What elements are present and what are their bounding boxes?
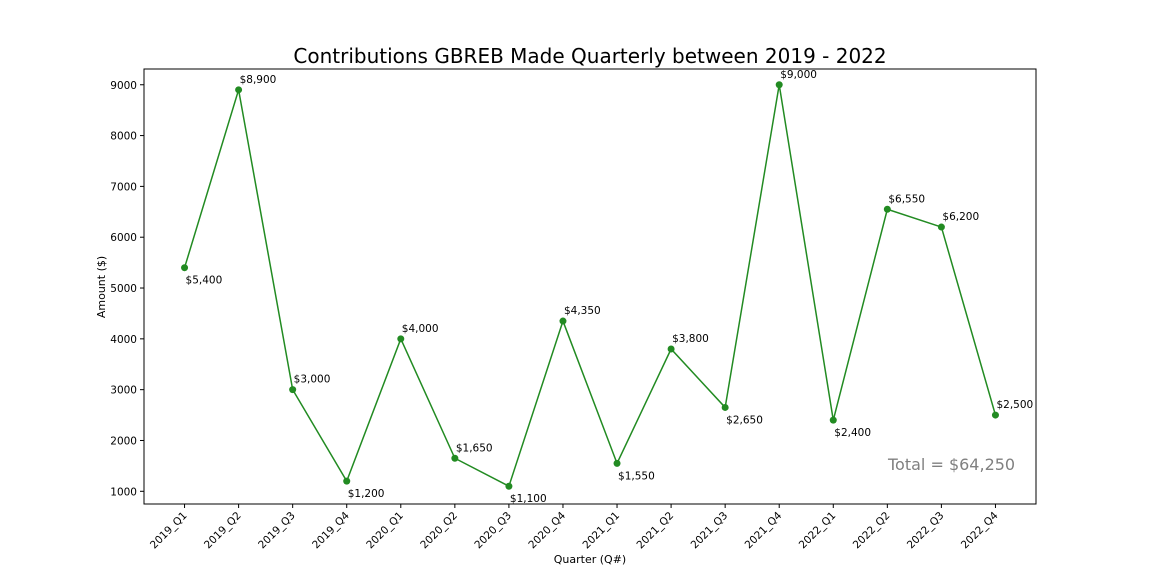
y-axis-label: Amount ($) <box>95 256 108 318</box>
data-label: $1,200 <box>348 488 385 500</box>
data-label: $3,800 <box>672 333 709 345</box>
data-point <box>883 205 891 213</box>
data-label: $1,550 <box>618 470 655 482</box>
x-tick-label: 2022_Q3 <box>905 510 947 552</box>
x-tick-label: 2019_Q4 <box>310 509 352 551</box>
x-tick-label: 2019_Q2 <box>202 510 244 552</box>
y-axis: 1000 2000 3000 4000 5000 6000 7000 8000 9000 <box>110 80 144 498</box>
x-tick-label: 2020_Q2 <box>418 510 460 552</box>
data-point <box>181 264 189 272</box>
data-point <box>505 482 513 490</box>
y-tick-label: 7000 <box>110 181 137 193</box>
data-point <box>991 411 999 419</box>
chart-title: Contributions GBREB Made Quarterly betwe… <box>293 44 886 68</box>
data-label: $3,000 <box>294 374 331 386</box>
y-tick-label: 9000 <box>110 80 137 92</box>
data-point <box>775 81 783 89</box>
data-point <box>721 403 729 411</box>
data-point <box>451 454 459 462</box>
series-layer <box>181 81 999 490</box>
y-tick-label: 1000 <box>110 486 137 498</box>
data-point <box>397 335 405 343</box>
data-label: $2,500 <box>996 399 1033 411</box>
x-axis: 2019_Q1 2019_Q2 2019_Q3 2019_Q4 2020_Q1 2020_… <box>148 504 1001 551</box>
data-labels: $5,400 $8,900 $3,000 $1,200 $4,000 $1,650 $1,1… <box>186 69 1034 505</box>
total-annotation: Total = $64,250 <box>887 455 1015 474</box>
x-tick-label: 2021_Q1 <box>580 510 622 552</box>
data-label: $4,000 <box>402 323 439 335</box>
y-tick-label: 6000 <box>110 232 137 244</box>
y-tick-label: 2000 <box>110 435 137 447</box>
data-label: $6,200 <box>942 211 979 223</box>
x-axis-label: Quarter (Q#) <box>554 553 626 566</box>
data-label: $9,000 <box>780 69 817 81</box>
x-tick-label: 2021_Q4 <box>743 509 785 551</box>
data-point <box>613 459 621 467</box>
data-point <box>343 477 351 485</box>
y-tick-label: 8000 <box>110 131 137 143</box>
x-tick-label: 2022_Q2 <box>851 510 893 552</box>
x-tick-label: 2021_Q2 <box>635 510 677 552</box>
x-tick-label: 2022_Q1 <box>797 510 839 552</box>
x-tick-label: 2022_Q4 <box>959 509 1001 551</box>
x-tick-label: 2020_Q4 <box>526 509 568 551</box>
x-tick-label: 2019_Q1 <box>148 510 190 552</box>
data-label: $5,400 <box>186 275 223 287</box>
data-label: $1,100 <box>510 493 547 505</box>
data-label: $6,550 <box>888 193 925 205</box>
data-point <box>937 223 945 231</box>
data-point <box>667 345 675 353</box>
data-point <box>559 317 567 325</box>
plot-area <box>143 68 1037 505</box>
x-tick-label: 2020_Q3 <box>472 510 514 552</box>
data-point <box>829 416 837 424</box>
data-label: $2,650 <box>726 414 763 426</box>
data-point <box>235 86 243 94</box>
y-tick-label: 4000 <box>110 334 137 346</box>
data-point <box>289 386 297 394</box>
y-tick-label: 5000 <box>110 283 137 295</box>
data-label: $2,400 <box>834 427 871 439</box>
x-tick-label: 2020_Q1 <box>364 510 406 552</box>
y-tick-label: 3000 <box>110 385 137 397</box>
series-line <box>183 84 997 488</box>
data-label: $1,650 <box>456 442 493 454</box>
data-label: $4,350 <box>564 305 601 317</box>
data-label: $8,900 <box>240 74 277 86</box>
x-tick-label: 2021_Q3 <box>689 510 731 552</box>
x-tick-label: 2019_Q3 <box>256 510 298 552</box>
